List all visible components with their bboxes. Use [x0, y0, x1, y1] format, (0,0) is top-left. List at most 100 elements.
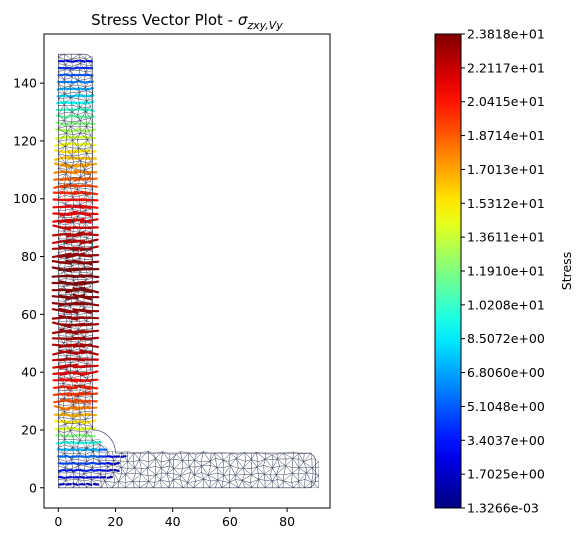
chart-title-subscript: zxy,Vy	[246, 19, 283, 32]
y-tick-label: 60	[21, 307, 37, 322]
y-tick-label: 40	[21, 365, 37, 380]
stress-vector	[79, 212, 99, 216]
colorbar-tick-label: 6.8060e+00	[467, 365, 545, 380]
stress-vector	[77, 73, 87, 77]
y-tick-label: 100	[13, 191, 37, 206]
main-plot-axes: 0 20 40 60 80 0 20 40 60 80 100 120 140 Stress Vect…	[13, 11, 331, 529]
stress-vector	[91, 461, 101, 466]
stress-vector	[79, 204, 99, 209]
colorbar-tick-label: 5.1048e+00	[467, 399, 545, 414]
stress-vector	[85, 59, 93, 63]
stress-vector	[80, 392, 99, 396]
stress-vector	[120, 455, 127, 458]
stress-vector	[79, 343, 100, 348]
stress-vector	[80, 406, 98, 410]
colorbar-label: Stress	[559, 252, 574, 290]
stress-vector	[80, 170, 98, 174]
stress-vector	[85, 468, 94, 473]
stress-vector	[64, 73, 73, 77]
stress-vector	[79, 245, 99, 252]
colorbar-tick-label: 1.5312e+01	[467, 196, 545, 211]
stress-vector	[81, 142, 97, 147]
stress-vector	[81, 156, 98, 160]
stress-vector	[84, 461, 94, 466]
stress-vector	[113, 461, 120, 466]
stress-vector	[78, 274, 100, 279]
x-tick-label: 40	[165, 514, 181, 529]
stress-vector	[106, 455, 114, 458]
stress-vector	[82, 135, 97, 140]
colorbar-tick-label: 2.2117e+01	[467, 60, 545, 75]
y-axis-ticks: 0 20 40 60 80 100 120 140	[13, 76, 44, 495]
stress-vector	[78, 59, 86, 63]
x-tick-label: 0	[54, 514, 62, 529]
stress-vector	[71, 461, 80, 466]
stress-vector	[65, 59, 73, 63]
y-tick-label: 140	[13, 76, 37, 91]
stress-vector	[79, 323, 100, 327]
colorbar-ticks: 1.3266e-03 1.7025e+00 3.4037e+00 5.1048e+00…	[461, 27, 545, 516]
colorbar-tick-label: 1.3266e-03	[467, 501, 539, 516]
stress-vector	[72, 287, 93, 294]
stress-vector	[84, 80, 94, 84]
colorbar-tick-label: 1.7013e+01	[467, 162, 545, 177]
stress-vector	[71, 66, 80, 70]
y-tick-label: 0	[29, 480, 37, 495]
stress-vector	[80, 384, 99, 390]
colorbar-tick-label: 2.0415e+01	[467, 94, 545, 109]
colorbar-tick-label: 1.7025e+00	[467, 467, 545, 482]
chart-title: Stress Vector Plot - σzxy,Vy	[91, 11, 283, 32]
stress-vector	[79, 218, 99, 224]
stress-vector	[67, 163, 84, 168]
colorbar-tick-label: 2.3818e+01	[467, 27, 545, 42]
stress-vector	[79, 232, 99, 237]
stress-vector	[80, 399, 98, 403]
colorbar-tick-label: 1.0208e+01	[467, 297, 545, 312]
stress-vector	[66, 391, 85, 397]
y-tick-label: 80	[21, 249, 37, 264]
mesh-triangles	[57, 53, 320, 489]
stress-vector	[81, 419, 97, 425]
section-outline	[58, 53, 316, 489]
stress-vector	[79, 336, 100, 341]
stress-vector	[53, 183, 71, 189]
stress-vector	[65, 293, 86, 301]
colorbar-tick-label: 1.3611e+01	[467, 230, 545, 245]
stress-vector	[79, 260, 100, 265]
stress-vector	[79, 301, 100, 307]
stress-vector	[80, 190, 99, 196]
stress-vector	[79, 349, 99, 356]
stress-vector	[79, 286, 100, 294]
stress-vector	[64, 468, 73, 472]
stress-vector	[84, 455, 94, 459]
chart-title-sigma: σ	[238, 11, 248, 29]
plot-frame	[43, 33, 331, 509]
x-tick-label: 60	[222, 514, 238, 529]
stress-vector	[77, 448, 88, 452]
y-tick-label: 20	[21, 422, 37, 437]
stress-vector	[106, 461, 114, 466]
stress-vector	[57, 73, 67, 77]
colorbar-tick-label: 3.4037e+00	[467, 433, 545, 448]
stress-vector	[92, 468, 100, 472]
stress-vector	[79, 378, 99, 382]
stress-vector	[81, 162, 98, 168]
colorbar: 1.3266e-03 1.7025e+00 3.4037e+00 5.1048e+00…	[434, 27, 574, 516]
x-axis-ticks: 0 20 40 60 80	[54, 508, 295, 529]
chart-title-text: Stress Vector Plot -	[91, 11, 238, 29]
stress-vector	[90, 440, 102, 445]
stress-vector	[79, 254, 100, 257]
stress-vector	[91, 447, 102, 452]
stress-vector	[79, 198, 99, 202]
x-tick-label: 80	[279, 514, 295, 529]
stress-vector	[71, 468, 80, 473]
x-tick-label: 20	[108, 514, 124, 529]
colorbar-tick-label: 1.8714e+01	[467, 128, 545, 143]
stress-vector	[80, 177, 98, 181]
stress-vector-field	[51, 59, 127, 486]
stress-vector	[64, 454, 74, 459]
colorbar-tick-label: 8.5072e+00	[467, 331, 545, 346]
colorbar-tick-label: 1.1910e+01	[467, 264, 545, 279]
colorbar-gradient	[434, 33, 462, 509]
